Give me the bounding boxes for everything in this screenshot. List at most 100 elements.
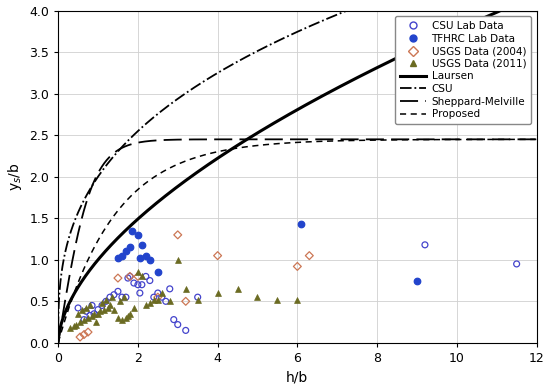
Point xyxy=(92,319,101,325)
Point xyxy=(125,273,134,280)
Laursen xyxy=(497,8,504,13)
Point xyxy=(118,252,127,259)
Point xyxy=(129,305,138,311)
Laursen xyxy=(524,8,531,13)
Sheppard-Melville xyxy=(109,152,116,156)
Proposed xyxy=(472,137,479,142)
Point xyxy=(122,315,130,321)
Point xyxy=(81,308,90,314)
Point xyxy=(116,298,124,305)
Point xyxy=(106,302,114,308)
Point xyxy=(173,232,182,238)
Point xyxy=(138,242,146,248)
Point xyxy=(293,263,302,269)
Point xyxy=(124,275,133,281)
CSU xyxy=(524,8,531,13)
Sheppard-Melville xyxy=(472,137,479,142)
Point xyxy=(153,269,162,275)
Sheppard-Melville xyxy=(238,137,245,142)
Point xyxy=(84,315,92,321)
Point xyxy=(134,269,142,275)
Point xyxy=(128,228,136,234)
Point xyxy=(421,242,430,248)
Point xyxy=(74,311,82,317)
Point xyxy=(157,290,166,296)
Point xyxy=(122,294,130,300)
Point xyxy=(512,261,521,267)
Sheppard-Melville xyxy=(55,340,62,345)
Legend: CSU Lab Data, TFHRC Lab Data, USGS Data (2004), USGS Data (2011), Laursen, CSU, : CSU Lab Data, TFHRC Lab Data, USGS Data … xyxy=(395,16,531,124)
Point xyxy=(193,296,202,303)
Point xyxy=(94,311,102,317)
Point xyxy=(134,273,142,280)
Y-axis label: y$_s$/b: y$_s$/b xyxy=(6,162,24,191)
Point xyxy=(153,290,162,296)
Proposed xyxy=(259,143,266,147)
Point xyxy=(125,244,134,250)
Point xyxy=(135,255,144,261)
Point xyxy=(273,296,282,303)
Point xyxy=(102,298,111,305)
Point xyxy=(157,294,166,300)
Point xyxy=(106,294,114,300)
Point xyxy=(150,294,158,300)
Point xyxy=(145,257,154,263)
Line: Sheppard-Melville: Sheppard-Melville xyxy=(58,139,537,343)
Point xyxy=(213,252,222,259)
CSU xyxy=(109,155,116,160)
Point xyxy=(297,221,306,227)
Point xyxy=(166,286,174,292)
Point xyxy=(119,294,128,300)
Laursen xyxy=(55,339,62,344)
Point xyxy=(70,323,79,330)
CSU xyxy=(344,8,350,13)
Point xyxy=(86,302,95,308)
Proposed xyxy=(534,137,540,142)
Point xyxy=(72,321,80,328)
Point xyxy=(141,273,150,280)
Point xyxy=(412,277,421,284)
Sheppard-Melville xyxy=(138,140,145,144)
Line: Proposed: Proposed xyxy=(58,139,537,343)
Line: CSU: CSU xyxy=(58,11,537,328)
Proposed xyxy=(238,145,245,150)
Point xyxy=(76,319,85,325)
Point xyxy=(97,302,106,308)
Point xyxy=(141,302,150,308)
Point xyxy=(150,296,158,303)
Point xyxy=(86,312,95,319)
Point xyxy=(293,296,302,303)
Point xyxy=(100,307,108,313)
Point xyxy=(76,334,85,340)
Point xyxy=(90,311,98,317)
CSU xyxy=(238,57,245,62)
Point xyxy=(108,294,117,300)
Point xyxy=(87,313,96,319)
Sheppard-Melville xyxy=(534,137,540,142)
Point xyxy=(80,316,89,323)
Point xyxy=(80,332,89,338)
Point xyxy=(102,296,111,303)
Proposed xyxy=(138,184,145,189)
Point xyxy=(134,232,142,238)
Point xyxy=(145,277,154,284)
Point xyxy=(253,294,262,300)
Point xyxy=(125,311,134,317)
Laursen xyxy=(238,140,245,145)
Proposed xyxy=(524,137,530,142)
Proposed xyxy=(55,340,62,345)
Point xyxy=(118,294,127,300)
Point xyxy=(80,316,89,323)
Point xyxy=(113,288,122,294)
Point xyxy=(122,248,130,255)
Point xyxy=(118,316,127,323)
Point xyxy=(169,316,178,323)
Point xyxy=(129,280,138,286)
Point xyxy=(124,313,133,319)
Laursen xyxy=(138,214,145,218)
Laursen xyxy=(472,19,479,24)
Point xyxy=(233,286,242,292)
Point xyxy=(153,294,162,300)
Point xyxy=(166,298,174,305)
Laursen xyxy=(534,8,540,13)
